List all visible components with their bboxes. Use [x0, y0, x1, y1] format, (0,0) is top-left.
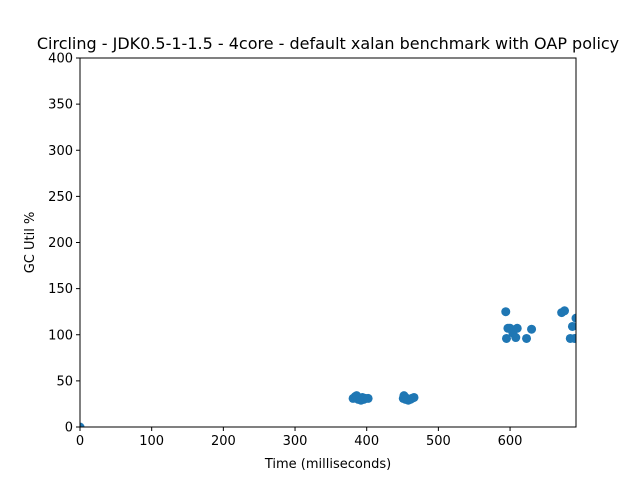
y-tick-label: 300 — [48, 144, 73, 159]
data-point — [409, 392, 419, 402]
y-tick-label: 100 — [48, 328, 73, 343]
y-tick-label: 200 — [48, 236, 73, 251]
y-tick-label: 0 — [65, 421, 73, 436]
data-point — [522, 333, 532, 343]
y-tick-label: 50 — [56, 374, 73, 389]
data-points — [80, 306, 576, 427]
data-point — [560, 306, 570, 316]
x-tick-label: 0 — [76, 434, 84, 449]
data-point — [80, 422, 85, 427]
x-axis-label: Time (milliseconds) — [264, 457, 391, 472]
plot-frame — [79, 57, 577, 428]
data-point — [570, 333, 576, 343]
y-axis-ticks: 0 50 100 150 200 250 300 350 400 — [48, 52, 80, 436]
x-tick-label: 200 — [211, 434, 236, 449]
x-axis-ticks: 0 100 200 300 400 500 600 — [76, 427, 523, 449]
y-tick-label: 250 — [48, 190, 73, 205]
y-tick-label: 350 — [48, 98, 73, 113]
data-point — [501, 333, 511, 343]
data-point — [511, 333, 521, 343]
data-point — [527, 324, 537, 334]
x-tick-label: 600 — [498, 434, 523, 449]
data-point — [571, 313, 576, 323]
y-axis-label: GC Util % — [23, 212, 38, 274]
y-tick-label: 400 — [48, 52, 73, 67]
x-tick-label: 500 — [426, 434, 451, 449]
x-tick-label: 100 — [139, 434, 164, 449]
x-tick-label: 400 — [354, 434, 379, 449]
x-tick-label: 300 — [283, 434, 308, 449]
data-point — [501, 307, 511, 317]
data-point — [363, 393, 373, 403]
data-point — [512, 323, 522, 333]
chart-title: Circling - JDK0.5-1-1.5 - 4core - defaul… — [37, 34, 619, 53]
data-point — [567, 321, 576, 331]
y-tick-label: 150 — [48, 282, 73, 297]
